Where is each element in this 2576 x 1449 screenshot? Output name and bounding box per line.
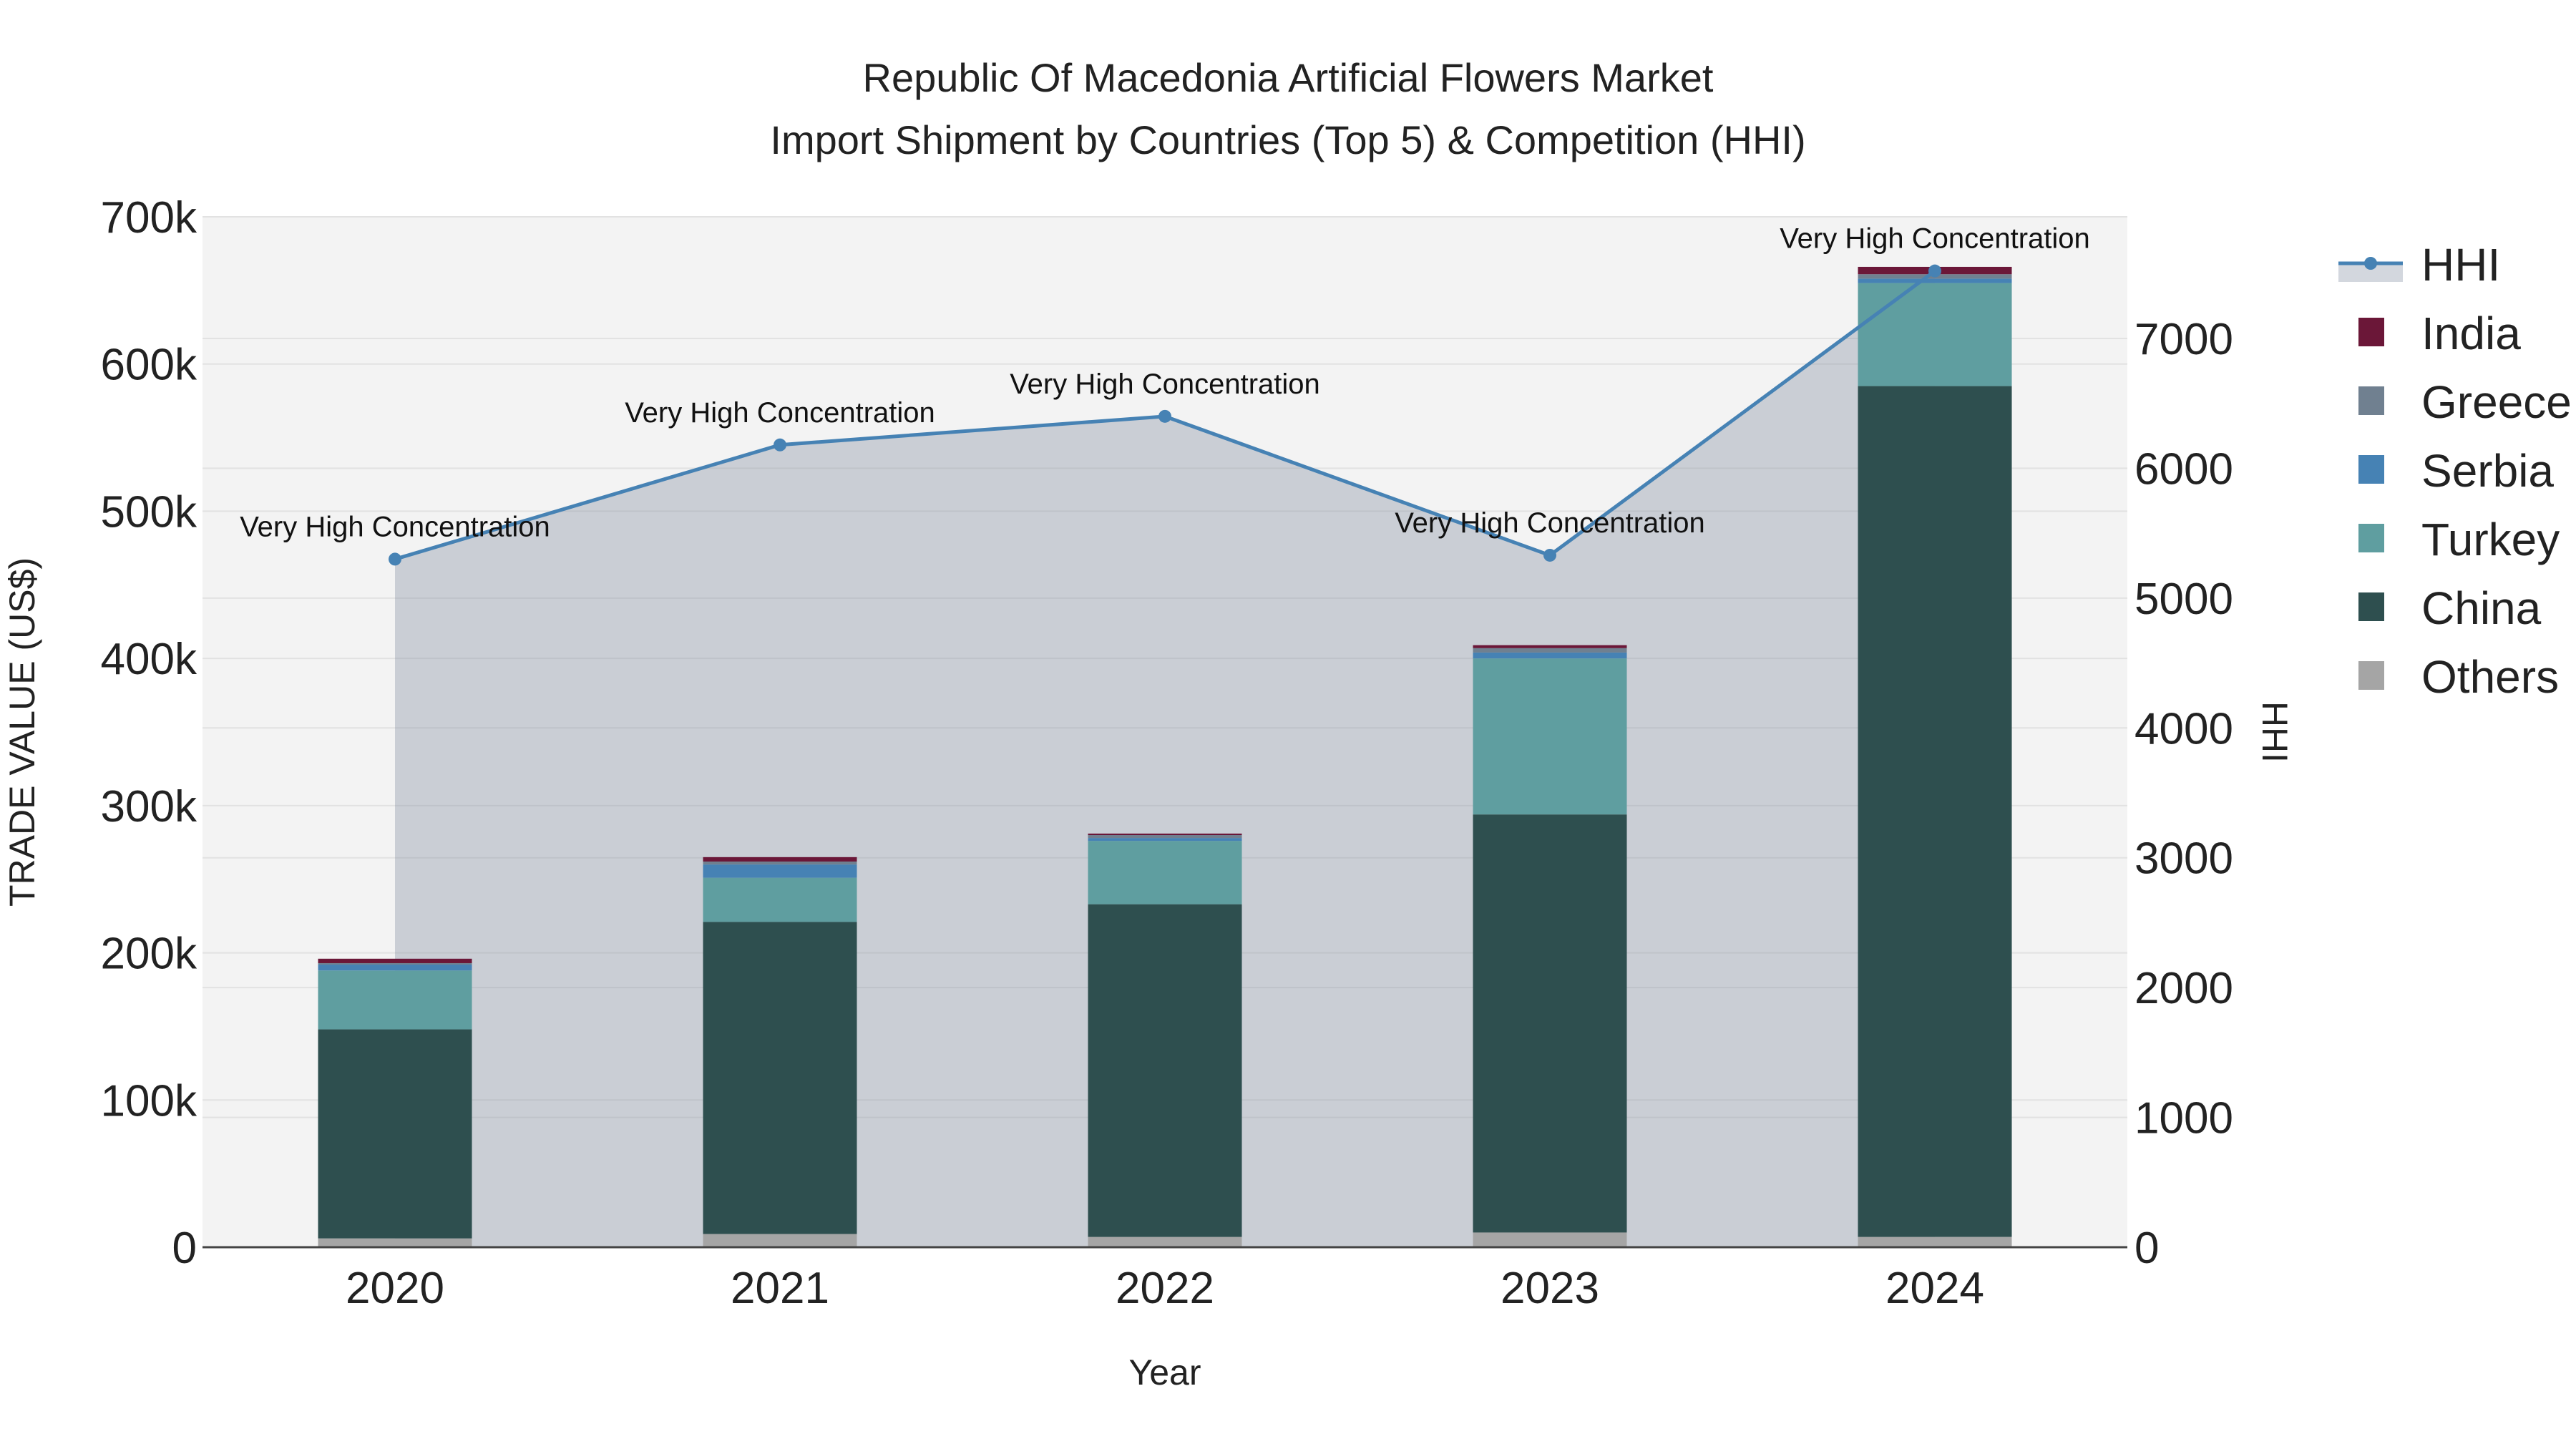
hhi-annotation-2021: Very High Concentration [625,397,935,429]
y-axis-ticks: 0 100k 200k 300k 400k 500k 600k 700k [101,193,197,1273]
bar-india-2023 [1473,645,1627,648]
legend-swatch-others [2358,661,2384,690]
legend-label-greece: Greece [2421,376,2572,428]
y-tick-label: 100k [101,1076,197,1126]
hhi-annotation-2020: Very High Concentration [240,511,550,542]
y2-tick-label: 2000 [2135,964,2233,1013]
bar-india-2020 [318,958,472,963]
legend-label-hhi: HHI [2421,239,2500,291]
bar-china-2024 [1858,386,2012,1237]
bar-others-2023 [1473,1232,1627,1247]
bars [318,266,2012,1247]
hhi-annotation-2024: Very High Concentration [1780,223,2090,255]
hhi-point-2024 [1928,264,1941,278]
chart-title-line1: Republic Of Macedonia Artificial Flowers… [863,55,1714,100]
bar-turkey-2023 [1473,658,1627,815]
bar-china-2020 [318,1029,472,1239]
bar-serbia-2023 [1473,652,1627,659]
x-tick-label: 2022 [1116,1264,1214,1313]
legend-swatch-serbia [2358,455,2384,484]
y2-tick-label: 7000 [2135,315,2233,364]
x-tick-label: 2024 [1885,1264,1984,1313]
y-tick-label: 600k [101,341,197,390]
x-axis-title: Year [1128,1352,1201,1392]
bar-serbia-2021 [703,864,857,878]
bar-india-2021 [703,857,857,862]
x-tick-label: 2023 [1501,1264,1599,1313]
legend-label-turkey: Turkey [2421,514,2560,565]
legend-label-others: Others [2421,651,2559,703]
bar-others-2021 [703,1234,857,1247]
legend-label-serbia: Serbia [2421,445,2554,497]
legend-label-china: China [2421,582,2542,634]
hhi-point-2023 [1543,548,1556,562]
y-axis-title: TRADE VALUE (US$) [2,557,42,907]
y2-tick-label: 6000 [2135,444,2233,494]
bar-others-2024 [1858,1236,2012,1247]
bar-serbia-2024 [1858,278,2012,283]
hhi-annotation-2023: Very High Concentration [1395,507,1705,539]
bar-china-2021 [703,922,857,1234]
legend-swatch-china [2358,592,2384,621]
bar-india-2022 [1088,833,1242,835]
bar-turkey-2021 [703,877,857,922]
bar-greece-2023 [1473,648,1627,653]
y2-tick-label: 3000 [2135,834,2233,884]
y2-tick-label: 0 [2135,1224,2159,1273]
bar-others-2020 [318,1238,472,1247]
bar-turkey-2022 [1088,841,1242,904]
hhi-annotations: Very High Concentration Very High Concent… [240,223,2090,543]
y-tick-label: 700k [101,193,197,243]
y-tick-label: 400k [101,635,197,684]
legend-label-india: India [2421,308,2521,359]
y2-axis-title: HHI [2255,701,2295,763]
bar-turkey-2024 [1858,283,2012,386]
y2-tick-label: 4000 [2135,704,2233,753]
hhi-annotation-2022: Very High Concentration [1010,369,1320,400]
x-tick-label: 2021 [731,1264,829,1313]
legend-swatch-greece [2358,386,2384,415]
hhi-point-2021 [774,438,786,452]
legend: HHI India Greece Serbia Turkey China Others [2338,239,2572,703]
bar-others-2022 [1088,1236,1242,1247]
y-tick-label: 0 [172,1224,197,1273]
bar-serbia-2022 [1088,838,1242,841]
bar-china-2022 [1088,904,1242,1237]
y-tick-label: 200k [101,930,197,979]
y2-axis-ticks: 0 1000 2000 3000 4000 5000 6000 7000 [2135,315,2233,1273]
y2-tick-label: 1000 [2135,1094,2233,1143]
legend-swatch-india [2358,318,2384,346]
hhi-points [389,264,1941,566]
x-tick-label: 2020 [346,1264,444,1313]
hhi-point-2020 [389,552,401,566]
bar-turkey-2020 [318,970,472,1030]
bar-greece-2020 [318,962,472,965]
bar-china-2023 [1473,814,1627,1233]
bar-greece-2021 [703,862,857,865]
legend-swatch-turkey [2358,524,2384,552]
bar-serbia-2020 [318,965,472,971]
y-tick-label: 500k [101,487,197,537]
legend-swatch-hhi-point [2364,257,2377,270]
hhi-point-2022 [1158,409,1171,423]
chart-title-line2: Import Shipment by Countries (Top 5) & C… [770,117,1805,162]
y2-tick-label: 5000 [2135,575,2233,624]
bar-greece-2022 [1088,835,1242,839]
y-tick-label: 300k [101,782,197,831]
x-axis-ticks: 2020 2021 2022 2023 2024 [346,1264,1984,1313]
